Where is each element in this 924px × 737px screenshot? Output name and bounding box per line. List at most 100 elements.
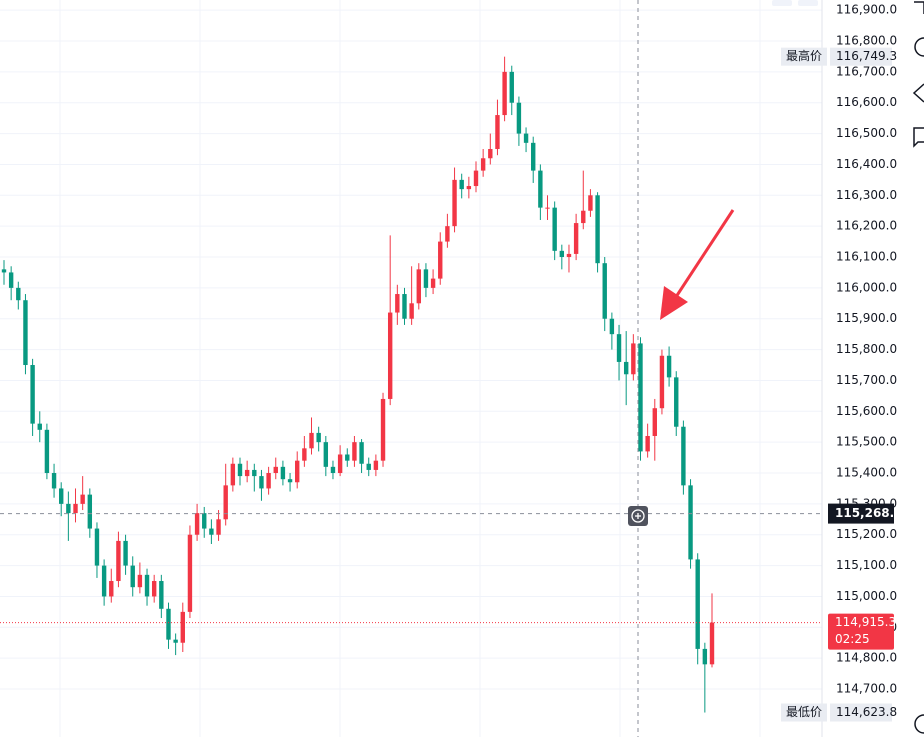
y-tick-label: 115,900.0 [836,311,897,325]
candle-body [616,334,622,362]
candle-body [116,540,121,582]
y-tick-label: 116,300.0 [836,188,897,202]
candle-body [30,365,35,424]
candle-body [445,226,450,242]
candle-body [194,513,200,535]
y-tick-label: 114,700.0 [836,682,897,696]
candle-body [94,528,100,566]
candle-body [302,448,307,461]
candle-body [316,432,321,443]
candle-body [488,149,493,159]
candle-body [295,460,300,483]
candle-body [59,488,64,504]
y-tick-label: 114,800.0 [836,651,897,665]
candle-body [16,287,21,301]
arrow-head [660,286,688,320]
candle-body [180,611,185,643]
toolbar-icon[interactable] [914,1,924,14]
candle-body [123,540,128,566]
toolbar-icon[interactable] [912,83,924,103]
toolbar-icon[interactable] [914,714,924,734]
candle-body [73,503,78,514]
candle-body [416,269,421,304]
marker-name: 最高价 [786,48,822,63]
candle-body [531,142,536,171]
candle-body [688,485,693,560]
candle-body [552,207,557,251]
y-tick-label: 116,100.0 [836,250,897,264]
marker-name: 最低价 [786,705,822,719]
crosshair-button[interactable] [628,506,648,526]
candle-body [373,460,379,470]
candle-body [173,639,178,643]
candle-body [480,158,486,171]
candle-body [216,519,221,535]
crosshair-label: 115,268.5 [835,506,903,520]
y-tick-label: 116,200.0 [836,219,897,233]
top-button[interactable] [798,0,818,6]
y-tick-label: 115,600.0 [836,404,897,418]
candle-body [581,210,586,224]
marker-value-box [830,703,892,722]
candle-body [309,432,314,449]
price-labels: 最高价 116,749.3 最低价 114,623.8 115,268.5 114,915… [781,47,903,722]
candle-body [674,377,679,427]
candle-body [588,195,593,211]
candle-body [66,503,71,514]
toolbar-icon[interactable] [914,37,924,57]
candle-body [252,469,257,477]
candle-body [223,485,228,520]
marker-value: 114,623.8 [836,705,897,719]
candle-body [473,170,479,187]
candle-body [352,442,357,461]
candle-body [8,272,14,288]
candle-body [609,318,615,335]
y-tick-label: 116,900.0 [836,3,897,17]
y-tick-label: 116,700.0 [836,64,897,78]
marker-value-box [830,47,892,66]
candle-body [101,565,107,597]
crosshair-icon [631,509,645,523]
candle-body [395,294,400,313]
candle-body [652,408,657,436]
candle-body [409,303,414,319]
top-button[interactable] [772,0,792,6]
candle-body [602,263,607,319]
candle-body [44,429,50,474]
y-tick-label: 116,500.0 [836,126,897,140]
candle-body [380,398,386,461]
candle-body [345,454,350,461]
candle-body [330,466,336,474]
toolbar-icon[interactable] [913,127,924,148]
candle-body [109,581,114,597]
candle-body [573,223,579,254]
candle-body [209,528,214,535]
candle-body [187,534,193,612]
y-tick-label: 115,400.0 [836,466,897,480]
candle-body [430,278,436,288]
last-price-box [828,613,894,650]
candle-body [387,312,393,399]
candle-body [266,473,271,489]
candle-body [137,574,143,588]
price-axis: 114,700.0114,800.0114,900.0115,000.0115,… [836,3,897,696]
candle-body [695,559,700,649]
candle-body [559,250,565,258]
candles [1,56,715,713]
candle-body [545,207,550,209]
candle-body [144,574,150,597]
y-tick-label: 115,100.0 [836,558,897,572]
candle-body [631,343,636,375]
toolbar-bg [902,0,924,737]
candle-body [702,648,708,665]
candle-body [130,565,135,588]
annotation-arrow [660,209,735,320]
candle-body [37,423,42,430]
y-tick-label: 116,600.0 [836,95,897,109]
marker-name-box [781,47,827,66]
candle-body [51,473,57,489]
candle-body [466,186,472,190]
